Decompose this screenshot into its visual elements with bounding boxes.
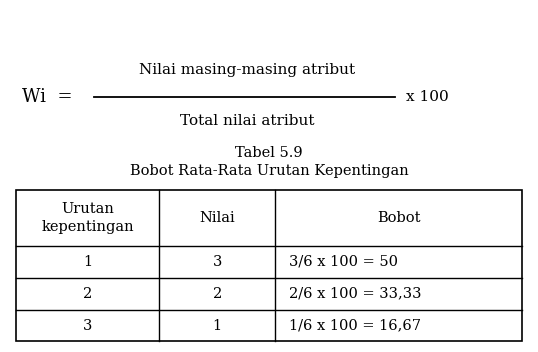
Text: 2/6 x 100 = 33,33: 2/6 x 100 = 33,33	[289, 287, 421, 301]
Text: 3: 3	[83, 319, 92, 333]
Text: Total nilai atribut: Total nilai atribut	[180, 114, 315, 128]
Text: Nilai: Nilai	[199, 211, 235, 225]
Text: Wi  =: Wi =	[22, 88, 72, 106]
Text: 1: 1	[83, 255, 92, 269]
Text: 1/6 x 100 = 16,67: 1/6 x 100 = 16,67	[289, 319, 421, 333]
Text: 2: 2	[213, 287, 222, 301]
Text: Bobot Rata-Rata Urutan Kepentingan: Bobot Rata-Rata Urutan Kepentingan	[130, 164, 408, 178]
Text: 3/6 x 100 = 50: 3/6 x 100 = 50	[289, 255, 398, 269]
Text: 1: 1	[213, 319, 222, 333]
Text: Urutan
kepentingan: Urutan kepentingan	[41, 202, 134, 234]
Text: Nilai masing-masing atribut: Nilai masing-masing atribut	[139, 63, 356, 77]
Text: Bobot: Bobot	[377, 211, 420, 225]
Text: x 100: x 100	[406, 90, 449, 104]
Text: Tabel 5.9: Tabel 5.9	[235, 146, 303, 160]
Text: 3: 3	[213, 255, 222, 269]
Text: 2: 2	[83, 287, 92, 301]
